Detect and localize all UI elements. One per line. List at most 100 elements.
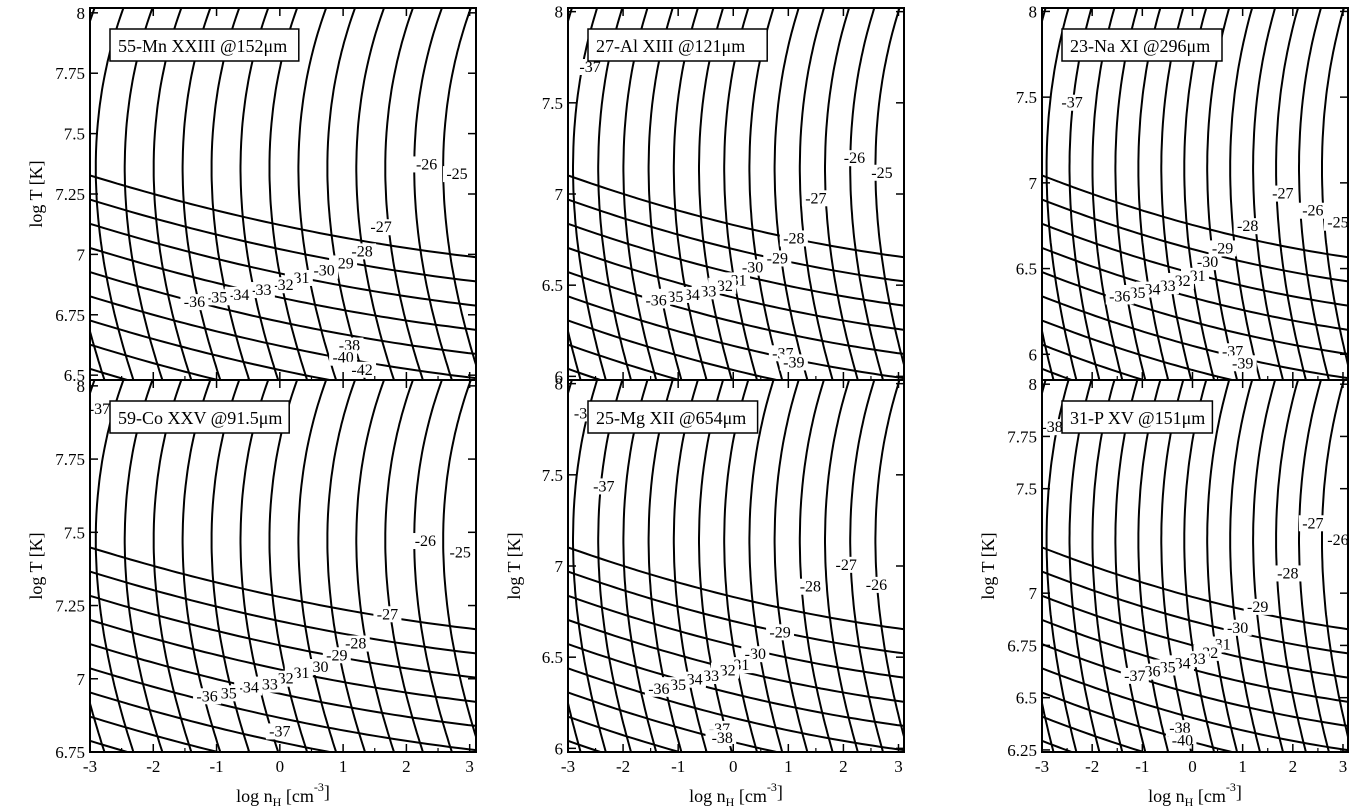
contour-line	[90, 295, 476, 380]
contour-label: -26	[844, 150, 865, 167]
contour-line	[90, 198, 476, 283]
contour-line	[1042, 691, 1237, 752]
contour-line	[748, 380, 784, 752]
contour-line	[1114, 8, 1147, 380]
contour-label-bg	[642, 292, 671, 309]
x-tick-label: 0	[729, 757, 738, 776]
contour-line	[355, 380, 395, 752]
contour-line	[568, 643, 904, 727]
contour-label: -30	[742, 260, 763, 277]
contour-line	[90, 246, 476, 331]
y-axis-label: log T [K]	[26, 532, 46, 599]
contour-line	[297, 380, 338, 752]
contour-line	[90, 643, 476, 727]
y-tick-label: 6.5	[64, 366, 85, 385]
contour-label: -26	[1327, 532, 1348, 549]
contour-line	[568, 295, 904, 380]
contour-line	[773, 380, 809, 752]
contour-line	[568, 546, 904, 631]
contour-label-bg	[310, 262, 339, 279]
contour-line	[181, 380, 222, 752]
contour-line	[978, 0, 1019, 380]
contour-label: -36	[196, 688, 217, 705]
contour-label-bg	[576, 59, 605, 75]
contour-line	[1042, 643, 1348, 727]
contour-label: -25	[450, 545, 471, 562]
contour-line	[123, 380, 164, 752]
contour-label-bg	[411, 533, 440, 550]
contour-line	[1042, 271, 1348, 355]
x-tick-label: -3	[1035, 757, 1049, 776]
contour-line	[1045, 8, 1078, 380]
contour-label-bg	[1298, 202, 1327, 219]
x-axis-label: log nH [cm-3]	[236, 780, 330, 809]
contour-line	[1042, 246, 1348, 331]
contour-label: -25	[1327, 215, 1348, 232]
contour-label: -27	[805, 190, 826, 207]
x-tick-label: -2	[616, 757, 630, 776]
contour-line	[1045, 380, 1078, 752]
contour-line	[384, 380, 424, 752]
contour-label-bg	[224, 286, 253, 303]
contour-label: -37	[579, 59, 600, 76]
contour-label: -38	[1041, 419, 1062, 436]
contour-label-bg	[446, 544, 475, 561]
contour-label-bg	[796, 578, 825, 595]
contour-lines	[978, 0, 1348, 380]
contour-line	[1298, 380, 1330, 752]
x-tick-label: -2	[1085, 757, 1099, 776]
y-tick-label: 7.5	[542, 94, 563, 113]
contour-line	[152, 380, 193, 752]
panel-title: 27-Al XIII @121μm	[596, 36, 745, 56]
panel-4: -37-26-25-27-28-29-30-31-32-33-34-35-36-…	[26, 377, 477, 809]
x-tick-label: -1	[209, 757, 223, 776]
contour-line	[1042, 618, 1348, 703]
contour-label-bg	[246, 282, 275, 299]
contour-label-bg	[1323, 214, 1352, 231]
contour-line	[1042, 570, 1348, 655]
contour-line	[1252, 380, 1284, 752]
contour-line	[723, 380, 758, 752]
x-tick-label: -3	[83, 757, 97, 776]
contour-line	[90, 570, 476, 655]
contour-line	[1068, 8, 1101, 380]
contour-line	[90, 715, 223, 752]
y-axis-label: log T [K]	[504, 532, 524, 599]
y-tick-label: 6.75	[55, 306, 85, 325]
contour-line	[123, 8, 164, 380]
panel-title-box	[1061, 400, 1214, 434]
contour-line	[1068, 380, 1101, 752]
contour-label: -33	[250, 282, 271, 299]
contour-line	[1042, 343, 1147, 380]
contour-label: -37	[1061, 95, 1082, 112]
y-tick-label: 6.5	[542, 276, 563, 295]
contour-line	[874, 380, 904, 741]
contour-line	[497, 0, 542, 380]
contour-line	[1183, 8, 1216, 380]
contour-line	[1183, 380, 1216, 752]
contour-line	[824, 8, 859, 380]
contour-label: -27	[1272, 186, 1293, 203]
contour-label-bg	[265, 723, 294, 740]
x-tick-label: -2	[146, 757, 160, 776]
contour-line	[90, 546, 476, 631]
x-tick-label: 0	[276, 757, 285, 776]
x-tick-label: 3	[1339, 757, 1348, 776]
contour-label: -34	[238, 679, 259, 696]
x-axis-label: log nH [cm-3]	[1148, 780, 1242, 809]
contour-label-bg	[367, 219, 396, 236]
contour-label: -36	[1109, 288, 1130, 305]
y-tick-label: 7	[1029, 174, 1038, 193]
contour-line	[568, 570, 904, 655]
contour-label: -25	[446, 166, 467, 183]
contour-line	[568, 343, 683, 380]
contour-line	[442, 8, 476, 369]
contour-label-bg	[738, 259, 767, 276]
y-tick-label: 8	[1029, 2, 1038, 21]
contour-label-bg	[1323, 532, 1352, 549]
contour-line	[1229, 380, 1261, 752]
contour-label-bg	[1038, 419, 1067, 436]
contour-line	[798, 8, 834, 380]
contour-label-bg	[373, 606, 402, 623]
contour-label-bg	[644, 680, 673, 697]
